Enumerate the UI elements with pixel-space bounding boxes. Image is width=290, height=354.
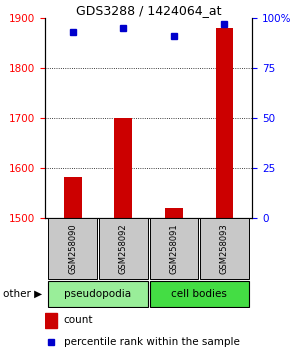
Text: GSM258093: GSM258093	[220, 223, 229, 274]
FancyBboxPatch shape	[99, 218, 148, 279]
Bar	[64, 177, 81, 218]
Bar	[216, 28, 233, 218]
Title: GDS3288 / 1424064_at: GDS3288 / 1424064_at	[76, 4, 221, 17]
FancyBboxPatch shape	[150, 218, 198, 279]
Bar	[115, 118, 132, 218]
Text: other ▶: other ▶	[3, 289, 42, 299]
FancyBboxPatch shape	[150, 281, 249, 307]
Bar	[45, 313, 57, 328]
Text: GSM258092: GSM258092	[119, 223, 128, 274]
Text: pseudopodia: pseudopodia	[64, 289, 132, 299]
Text: GSM258091: GSM258091	[169, 223, 178, 274]
Bar	[165, 208, 183, 218]
FancyBboxPatch shape	[48, 218, 97, 279]
Text: cell bodies: cell bodies	[171, 289, 227, 299]
Text: GSM258090: GSM258090	[68, 223, 77, 274]
Text: count: count	[64, 315, 93, 325]
FancyBboxPatch shape	[200, 218, 249, 279]
Text: percentile rank within the sample: percentile rank within the sample	[64, 337, 240, 347]
FancyBboxPatch shape	[48, 281, 148, 307]
